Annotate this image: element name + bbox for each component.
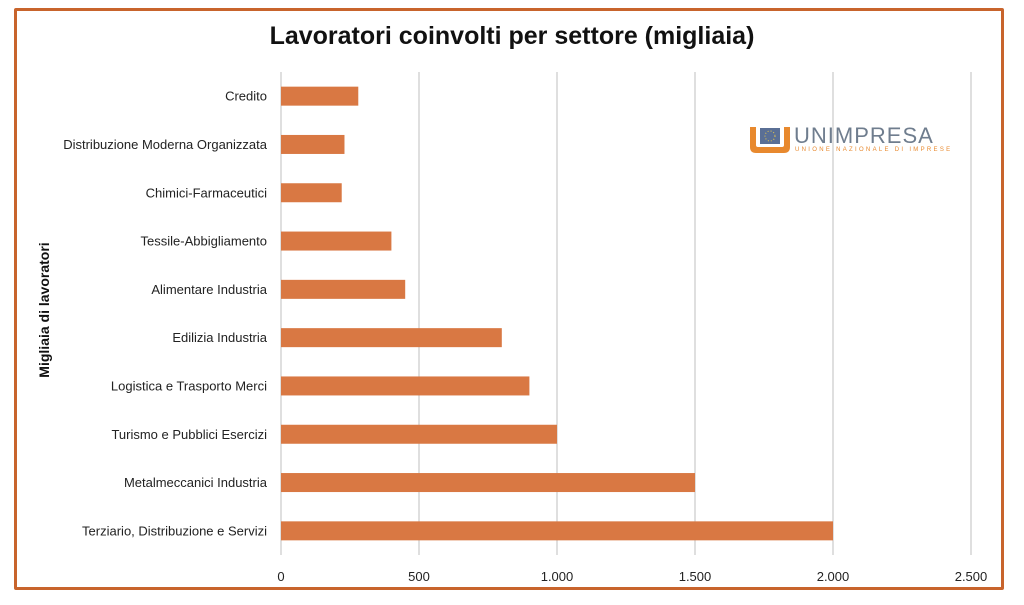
unimpresa-logo: UNIMPRESA UNIONE NAZIONALE DI IMPRESE [750, 125, 952, 153]
category-label: Tessile-Abbigliamento [141, 234, 267, 249]
category-label: Terziario, Distribuzione e Servizi [82, 523, 267, 538]
svg-text:UNIMPRESA: UNIMPRESA [794, 125, 934, 148]
bar [281, 86, 359, 106]
category-label: Edilizia Industria [172, 330, 267, 345]
bar [281, 183, 342, 203]
category-label: Turismo e Pubblici Esercizi [111, 427, 267, 442]
x-tick-label: 1.500 [679, 569, 712, 584]
chart-frame [14, 8, 1004, 590]
category-label: Chimici-Farmaceutici [146, 185, 267, 200]
x-tick-label: 0 [277, 569, 284, 584]
bar [281, 473, 695, 493]
bar [281, 521, 833, 541]
category-label: Logistica e Trasporto Merci [111, 378, 267, 393]
bar [281, 424, 557, 444]
bar [281, 279, 406, 299]
x-tick-label: 500 [408, 569, 430, 584]
x-tick-label: 2.500 [955, 569, 988, 584]
chart-title: Lavoratori coinvolti per settore (miglia… [269, 22, 755, 50]
category-label: Credito [225, 89, 267, 104]
category-label: Distribuzione Moderna Organizzata [63, 137, 268, 152]
bar [281, 376, 530, 396]
svg-text:UNIONE NAZIONALE DI IMPRESE: UNIONE NAZIONALE DI IMPRESE [795, 147, 952, 153]
bar [281, 328, 502, 348]
category-label: Alimentare Industria [151, 282, 267, 297]
bar [281, 231, 392, 251]
x-tick-label: 1.000 [541, 569, 574, 584]
x-tick-label: 2.000 [817, 569, 850, 584]
category-label: Metalmeccanici Industria [124, 475, 268, 490]
bar [281, 134, 345, 154]
